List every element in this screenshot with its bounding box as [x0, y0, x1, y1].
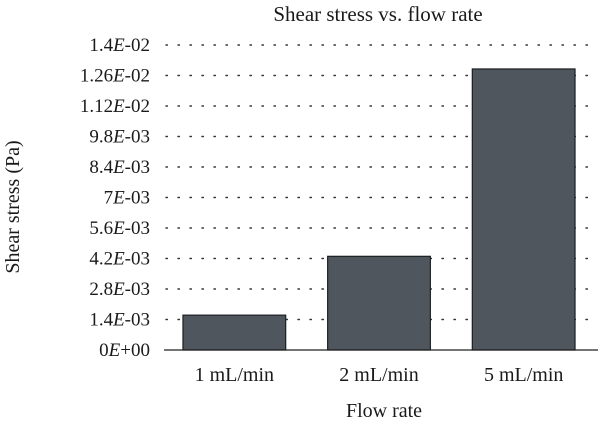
bar-1 — [182, 314, 287, 351]
y-tick-label: 1.4E-03 — [89, 310, 150, 331]
y-tick-label: 1.12E-02 — [80, 96, 150, 117]
bars — [182, 68, 576, 351]
bar-3 — [471, 68, 576, 351]
gridlines — [165, 44, 599, 321]
bar-2 — [327, 255, 431, 351]
y-tick-label: 1.4E-02 — [89, 35, 150, 56]
chart-title: Shear stress vs. flow rate — [273, 2, 482, 26]
x-tick-label: 5 mL/min — [484, 364, 563, 386]
y-axis-label: Shear stress (Pa) — [2, 140, 24, 273]
y-tick-label: 2.8E-03 — [89, 279, 150, 300]
y-tick-label: 7E-03 — [104, 188, 150, 209]
y-tick-label: 1.26E-02 — [80, 66, 150, 87]
y-tick-label: 4.2E-03 — [89, 249, 150, 270]
y-tick-labels: 0E+00 1.4E-03 2.8E-03 4.2E-03 5.6E-03 7E-03 8.… — [80, 35, 150, 361]
x-tick-label: 1 mL/min — [195, 364, 274, 386]
y-tick-label: 8.4E-03 — [89, 157, 150, 178]
y-tick-label: 5.6E-03 — [89, 218, 150, 239]
y-tick-label: 0E+00 — [99, 340, 150, 361]
y-tick-label: 9.8E-03 — [89, 127, 150, 148]
x-tick-label: 2 mL/min — [339, 364, 418, 386]
x-axis-label: Flow rate — [346, 400, 422, 422]
x-tick-labels: 1 mL/min 2 mL/min 5 mL/min — [195, 364, 564, 386]
